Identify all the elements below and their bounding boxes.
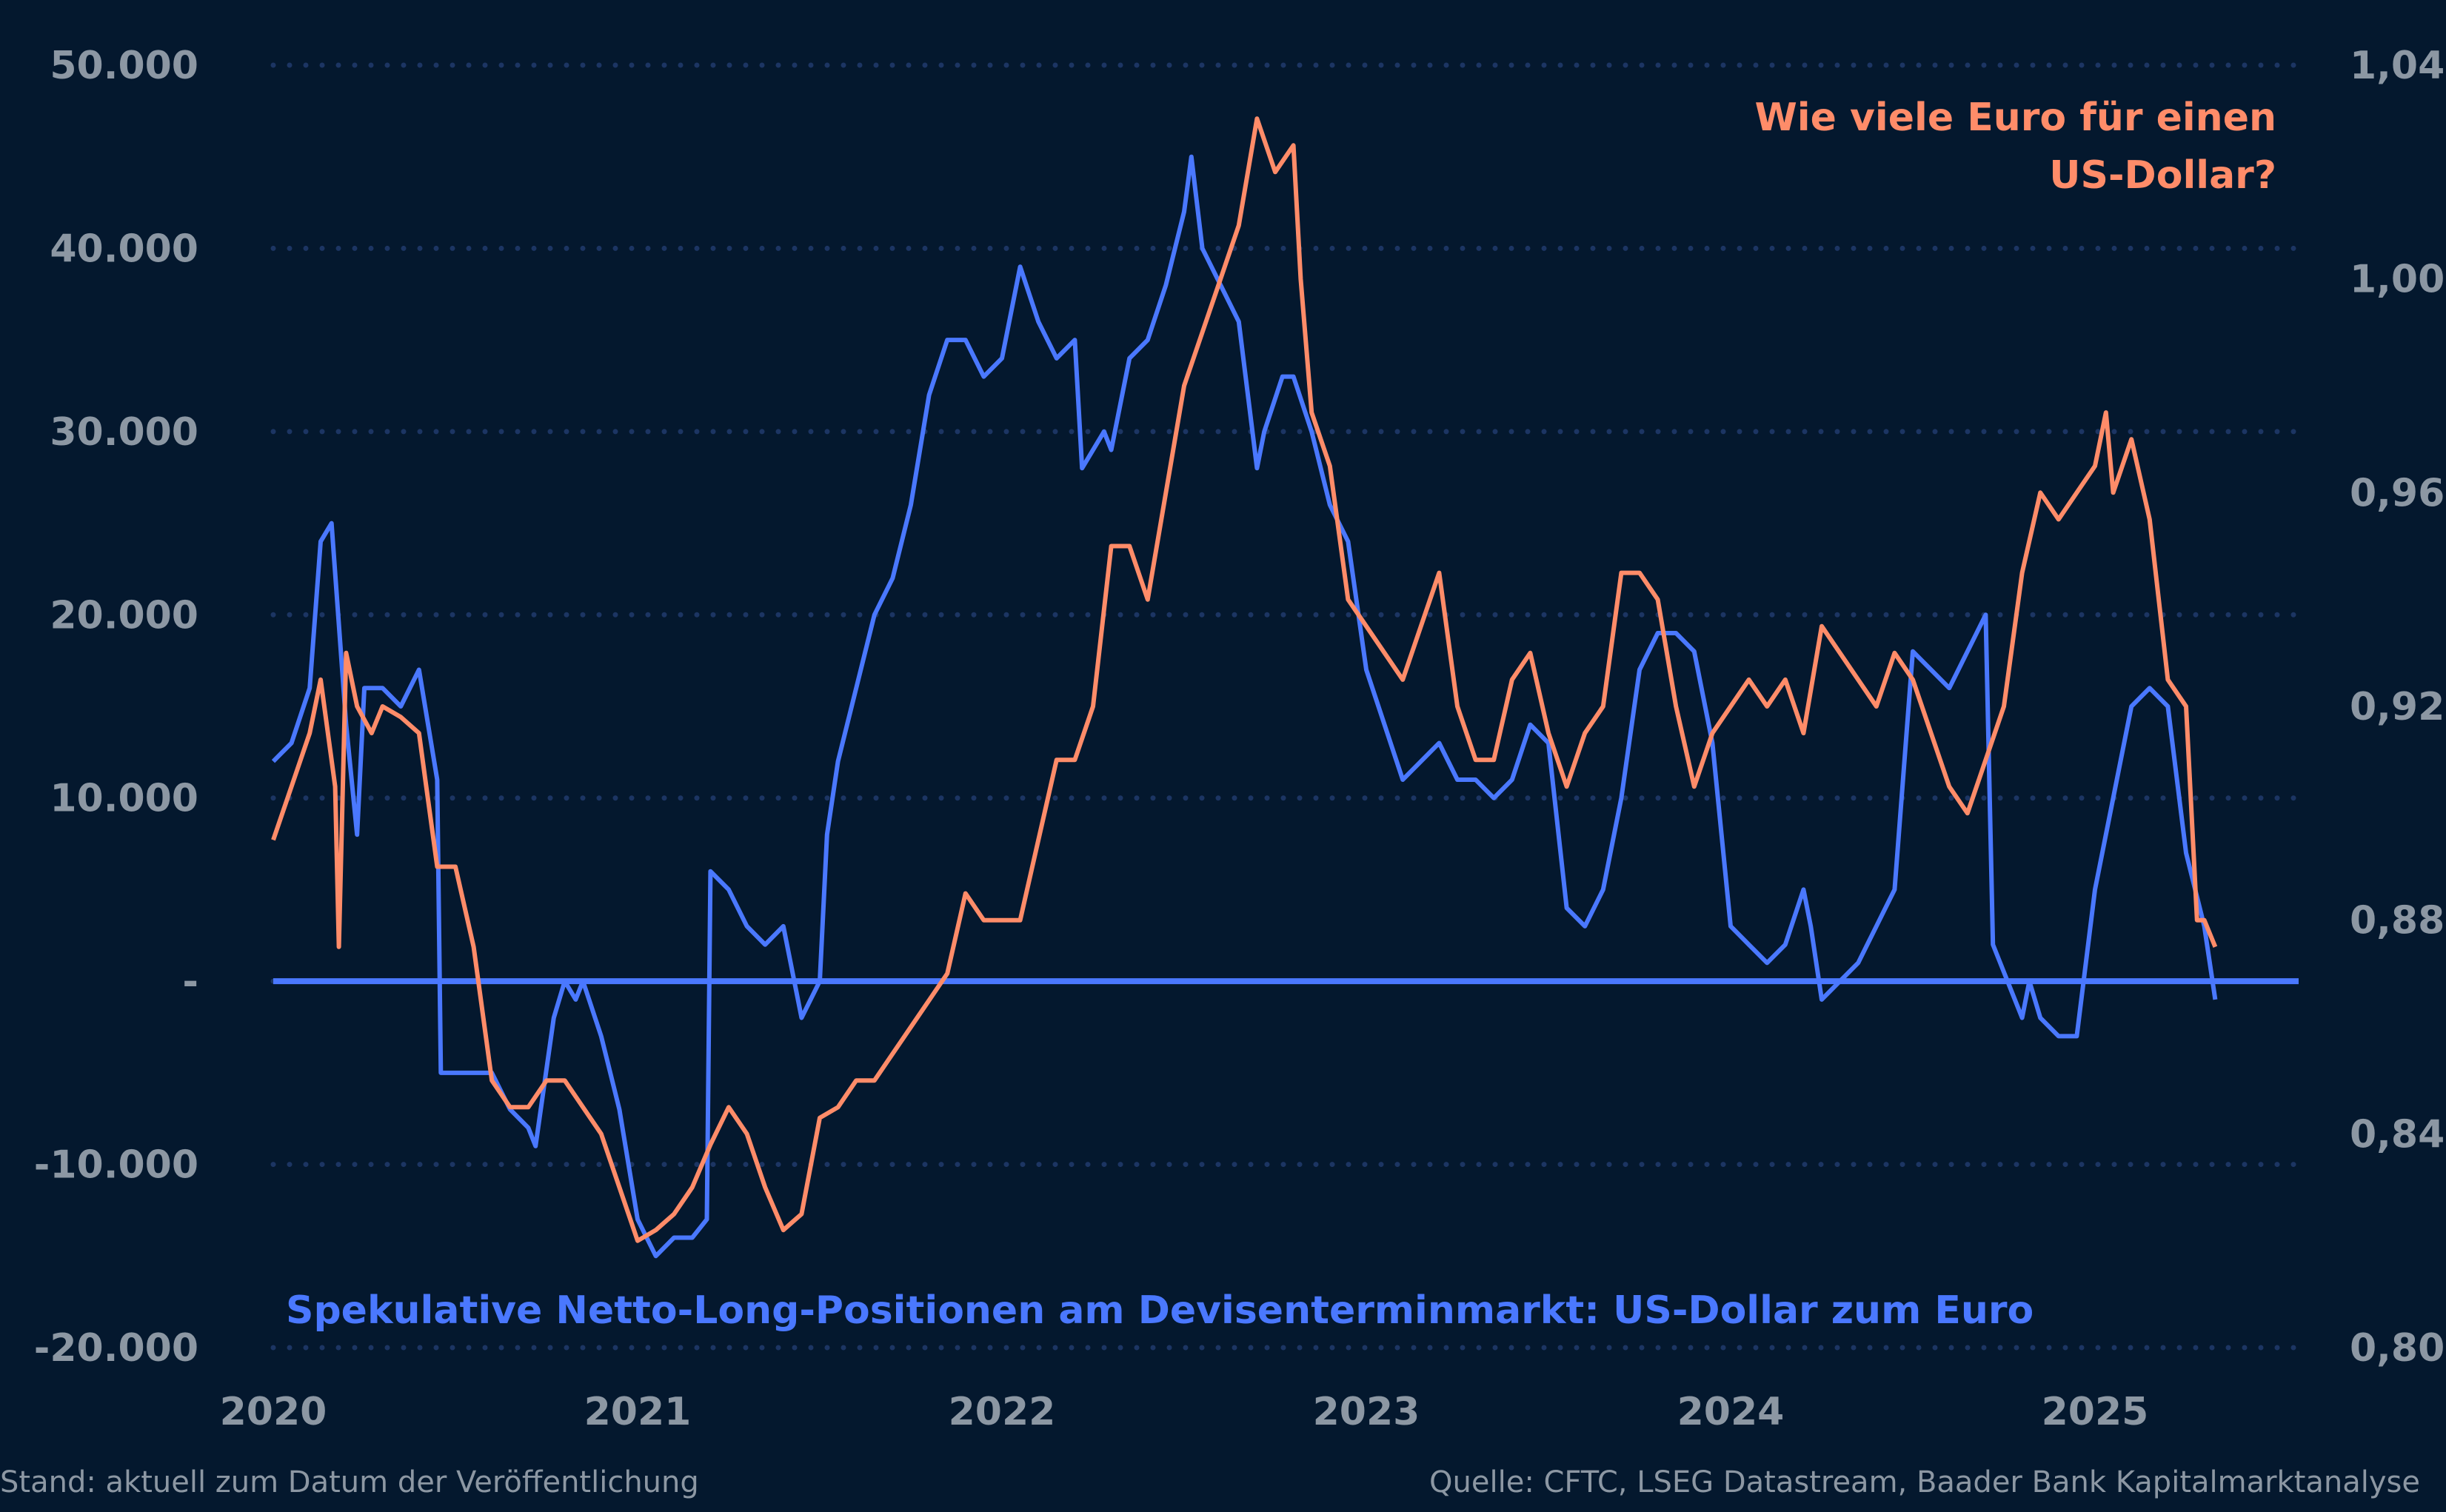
- blue-series-label: Spekulative Netto-Long-Positionen am Dev…: [286, 1288, 2034, 1333]
- footer-source: Quelle: CFTC, LSEG Datastream, Baader Ba…: [1429, 1465, 2420, 1499]
- x-tick-label: 2020: [220, 1390, 327, 1434]
- right-tick-label: 1,00: [2350, 258, 2445, 302]
- series-eur-per-usd-line: [271, 116, 2218, 1243]
- x-tick-label: 2024: [1677, 1390, 1785, 1434]
- left-tick-label: 40.000: [50, 227, 198, 271]
- right-tick-label: 0,84: [2350, 1112, 2445, 1157]
- right-tick-label: 0,80: [2350, 1326, 2445, 1371]
- right-tick-label: 0,96: [2350, 471, 2445, 515]
- x-tick-label: 2021: [584, 1390, 692, 1434]
- right-tick-label: 1,04: [2350, 44, 2445, 88]
- x-tick-label: 2022: [949, 1390, 1056, 1434]
- left-tick-label: -20.000: [34, 1326, 198, 1371]
- right-tick-label: 0,88: [2350, 899, 2445, 943]
- footer-date-note: Stand: aktuell zum Datum der Veröffentli…: [0, 1465, 699, 1499]
- series-net-long-positions-line: [271, 154, 2218, 1259]
- left-tick-label: 50.000: [50, 44, 198, 88]
- left-tick-label: 30.000: [50, 410, 198, 455]
- x-tick-label: 2025: [2042, 1390, 2149, 1434]
- left-tick-label: -10.000: [34, 1143, 198, 1188]
- right-axis-ticks: 1,04 1,00 0,96 0,92 0,88 0,84 0,80: [2350, 44, 2445, 1371]
- x-axis-ticks: 2020 2021 2022 2023 2024 2025: [220, 1390, 2149, 1434]
- x-tick-label: 2023: [1313, 1390, 1420, 1434]
- left-tick-label: -: [182, 960, 198, 1004]
- left-tick-label: 10.000: [50, 777, 198, 821]
- left-axis-ticks: 50.000 40.000 30.000 20.000 10.000 - -10.000 -2…: [34, 44, 198, 1371]
- right-tick-label: 0,92: [2350, 685, 2445, 729]
- left-tick-label: 20.000: [50, 593, 198, 638]
- orange-series-title-line1: Wie viele Euro für einen: [1754, 96, 2276, 140]
- orange-series-title-line2: US-Dollar?: [2049, 153, 2276, 198]
